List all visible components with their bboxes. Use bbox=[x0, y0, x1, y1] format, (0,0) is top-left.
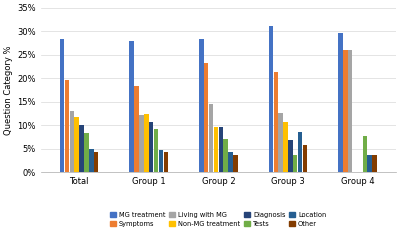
Bar bbox=[130, 42, 134, 172]
Bar bbox=[283, 122, 288, 172]
Bar bbox=[199, 39, 204, 172]
Bar bbox=[204, 63, 208, 172]
Bar bbox=[79, 125, 84, 172]
Bar bbox=[159, 151, 163, 172]
Bar bbox=[139, 115, 144, 172]
Legend: MG treatment, Symptoms, Living with MG, Non-MG treatment, Diagnosis, Tests, Loca: MG treatment, Symptoms, Living with MG, … bbox=[110, 212, 326, 227]
Bar bbox=[84, 133, 89, 172]
Bar bbox=[293, 155, 298, 172]
Bar bbox=[233, 155, 238, 172]
Bar bbox=[218, 127, 223, 172]
Bar bbox=[89, 149, 94, 172]
Bar bbox=[363, 136, 367, 172]
Bar bbox=[209, 104, 213, 172]
Bar bbox=[338, 33, 343, 172]
Bar bbox=[274, 72, 278, 172]
Bar bbox=[303, 145, 307, 172]
Bar bbox=[368, 155, 372, 172]
Bar bbox=[223, 139, 228, 172]
Bar bbox=[60, 39, 64, 172]
Bar bbox=[74, 117, 79, 172]
Bar bbox=[214, 127, 218, 172]
Bar bbox=[134, 86, 139, 172]
Bar bbox=[343, 50, 348, 172]
Bar bbox=[149, 122, 153, 172]
Bar bbox=[144, 114, 148, 172]
Bar bbox=[70, 111, 74, 172]
Bar bbox=[372, 155, 377, 172]
Bar bbox=[348, 50, 352, 172]
Bar bbox=[94, 152, 98, 172]
Bar bbox=[269, 27, 273, 172]
Bar bbox=[164, 152, 168, 172]
Bar bbox=[154, 129, 158, 172]
Bar bbox=[298, 132, 302, 172]
Bar bbox=[288, 140, 293, 172]
Bar bbox=[278, 113, 283, 172]
Bar bbox=[65, 80, 69, 172]
Bar bbox=[228, 152, 233, 172]
Y-axis label: Question Category %: Question Category % bbox=[4, 45, 13, 135]
